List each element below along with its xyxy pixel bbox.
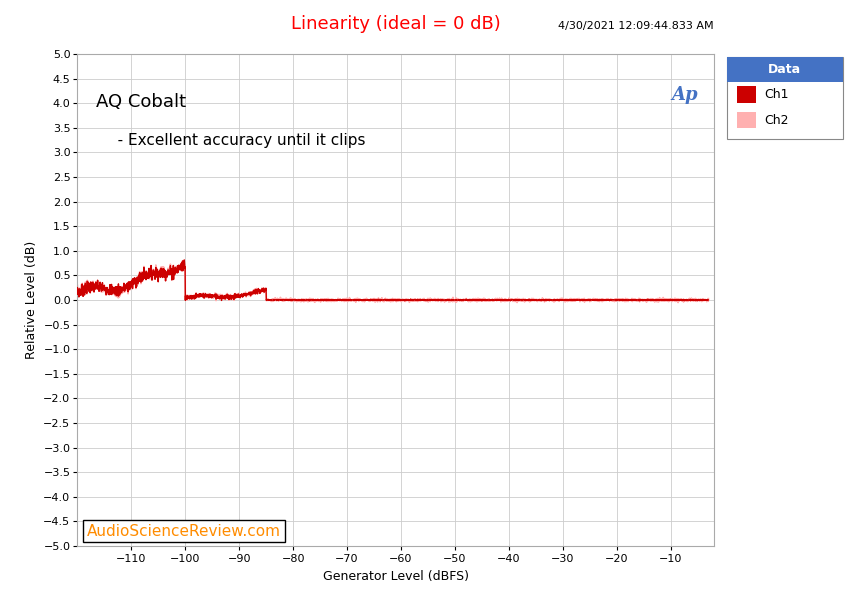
Text: Ap: Ap bbox=[672, 86, 698, 104]
Text: AQ Cobalt: AQ Cobalt bbox=[96, 94, 187, 112]
Text: 4/30/2021 12:09:44.833 AM: 4/30/2021 12:09:44.833 AM bbox=[558, 21, 714, 31]
Text: - Excellent accuracy until it clips: - Excellent accuracy until it clips bbox=[103, 133, 366, 148]
Text: Data: Data bbox=[768, 63, 802, 76]
Text: Ch2: Ch2 bbox=[765, 113, 789, 127]
X-axis label: Generator Level (dBFS): Generator Level (dBFS) bbox=[322, 570, 469, 583]
Text: Ch1: Ch1 bbox=[765, 88, 789, 101]
Y-axis label: Relative Level (dB): Relative Level (dB) bbox=[25, 241, 38, 359]
Text: Linearity (ideal = 0 dB): Linearity (ideal = 0 dB) bbox=[291, 15, 501, 33]
Text: AudioScienceReview.com: AudioScienceReview.com bbox=[87, 524, 281, 539]
